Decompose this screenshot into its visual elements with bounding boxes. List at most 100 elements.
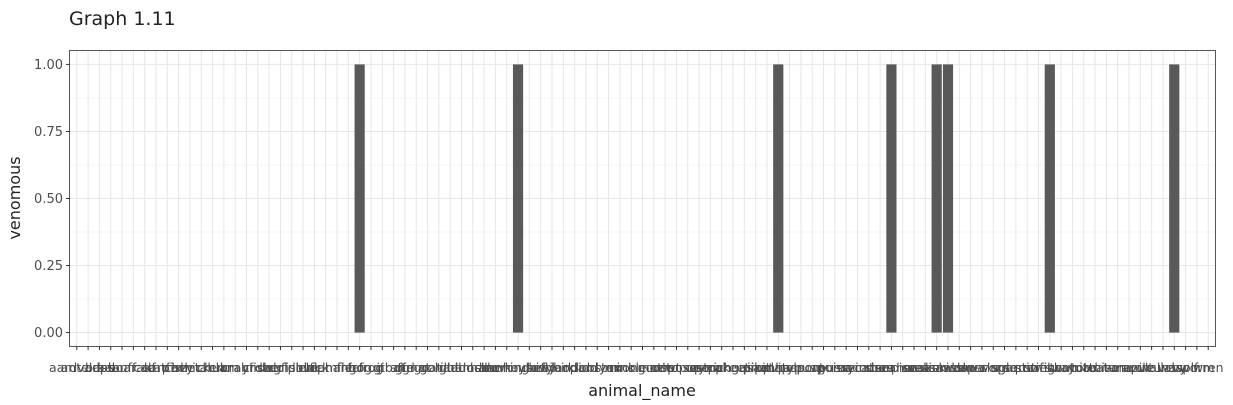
x-tick-label: skimmer <box>932 360 987 375</box>
x-tick-label: opossum <box>660 360 716 375</box>
x-tick-label: penguin <box>708 360 759 375</box>
bar-pitviper <box>773 64 784 333</box>
x-tick-label: wren <box>1193 360 1224 375</box>
x-tick-label: dogfish <box>258 360 304 375</box>
y-axis-ticks: 0.00 0.25 0.50 0.75 1.00 <box>34 58 70 341</box>
x-tick-label: squirrel <box>1004 360 1051 375</box>
x-tick-label: vulture <box>1130 360 1174 375</box>
x-tick-label: wolf <box>1173 360 1199 375</box>
x-tick-label: elephant <box>298 360 353 375</box>
x-tick-label: pike <box>743 360 769 375</box>
x-tick-label: skua <box>956 360 985 375</box>
x-tick-label: sole <box>992 360 1018 375</box>
x-tick-label: cheetah <box>165 360 216 375</box>
x-tick-label: puma <box>817 360 853 375</box>
x-tick-label: octopus <box>652 360 701 375</box>
x-tick-label: termite <box>1050 360 1096 375</box>
x-tick-label: antelope <box>61 360 116 375</box>
x-tick-label: lobster <box>576 360 620 375</box>
x-tick-label: hamster <box>447 360 500 375</box>
x-tick-label: kiwi <box>528 360 552 375</box>
x-tick-label: tuatara <box>1083 360 1129 375</box>
x-tick-label: scorpion <box>865 360 918 375</box>
x-tick-label: gnat <box>402 360 431 375</box>
x-tick-label: seawasp <box>921 360 975 375</box>
x-tick-label: stingray <box>1024 360 1076 375</box>
x-tick-label: dove <box>288 360 319 375</box>
x-tick-label: lion <box>575 360 598 375</box>
x-tick-label: platypus <box>763 360 817 375</box>
x-tick-label: pitviper <box>754 360 803 375</box>
x-tick-label: haddock <box>435 360 489 375</box>
x-tick-label: dolphin <box>269 360 315 375</box>
x-tick-label: reindeer <box>843 360 896 375</box>
x-tick-label: lark <box>552 360 576 375</box>
x-tick-label: crayfish <box>222 360 271 375</box>
x-tick-label: starfish <box>1015 360 1062 375</box>
x-tick-label: parakeet <box>694 360 750 375</box>
x-tick-label: seal <box>901 360 926 375</box>
x-tick-label: goat <box>413 360 441 375</box>
bar-frog <box>354 64 365 333</box>
x-tick-label: oryx <box>685 360 713 375</box>
x-tick-label: vole <box>1127 360 1154 375</box>
x-tick-label: leopard <box>551 360 598 375</box>
chart-title: Graph 1.11 <box>69 8 176 30</box>
x-tick-label: pheasant <box>715 360 773 375</box>
x-tick-label: crow <box>243 360 273 375</box>
x-tick-label: mole <box>616 360 647 375</box>
y-tick-label: 1.00 <box>34 58 63 73</box>
x-tick-label: frog <box>359 360 384 375</box>
x-tick-label: deer <box>255 360 284 375</box>
x-tick-label: housefly <box>503 360 557 375</box>
x-tick-label: polecat <box>778 360 824 375</box>
x-tick-label: gorilla <box>419 360 458 375</box>
x-tick-label: carp <box>142 360 170 375</box>
bar-scorpion <box>886 64 897 333</box>
x-tick-label: hawk <box>479 360 513 375</box>
x-tick-label: frog <box>347 360 372 375</box>
x-tick-label: slug <box>980 360 1006 375</box>
x-tick-label: pussycat <box>818 360 874 375</box>
x-tick-label: sealion <box>903 360 947 375</box>
x-tick-label: flea <box>337 360 360 375</box>
x-tick-label: tuna <box>1103 360 1131 375</box>
x-tick-label: raccoon <box>833 360 883 375</box>
x-tick-label: crab <box>221 360 249 375</box>
y-tick-label: 0.25 <box>34 259 63 274</box>
x-tick-label: toad <box>1070 360 1098 375</box>
grid-lines <box>70 51 1215 346</box>
bar-seasnake <box>931 64 942 333</box>
bar-wasp <box>1169 64 1180 333</box>
y-tick-label: 0.50 <box>34 192 63 207</box>
x-tick-label: calf <box>133 360 156 375</box>
x-tick-label: mink <box>604 360 636 375</box>
x-tick-label: girl <box>395 360 415 375</box>
x-tick-label: tortoise <box>1071 360 1119 375</box>
x-axis-ticks: aardvarkantelopebassbearboarbuffalocalfc… <box>49 346 1224 375</box>
x-tick-label: pony <box>797 360 829 375</box>
x-tick-label: piranha <box>743 360 791 375</box>
x-tick-label: bear <box>97 360 126 375</box>
x-tick-label: honeybee <box>487 360 549 375</box>
x-tick-label: lynx <box>595 360 621 375</box>
x-axis-title: animal_name <box>588 381 696 401</box>
x-tick-label: bass <box>85 360 114 375</box>
x-tick-label: giraffe <box>373 360 414 375</box>
bar-stingray <box>1044 64 1055 333</box>
x-tick-label: hare <box>470 360 498 375</box>
x-tick-label: catfish <box>146 360 188 375</box>
x-tick-label: seahorse <box>874 360 931 375</box>
x-tick-label: herring <box>484 360 529 375</box>
x-tick-label: mongoose <box>610 360 675 375</box>
x-tick-label: wallaby <box>1139 360 1187 375</box>
bar-honeybee <box>512 64 524 333</box>
x-tick-label: rhea <box>866 360 894 375</box>
x-tick-label: worm <box>1179 360 1214 375</box>
x-tick-label: newt <box>650 360 681 375</box>
x-tick-label: duck <box>299 360 330 375</box>
x-tick-label: gull <box>439 360 462 375</box>
x-tick-label: aardvark <box>49 360 105 375</box>
